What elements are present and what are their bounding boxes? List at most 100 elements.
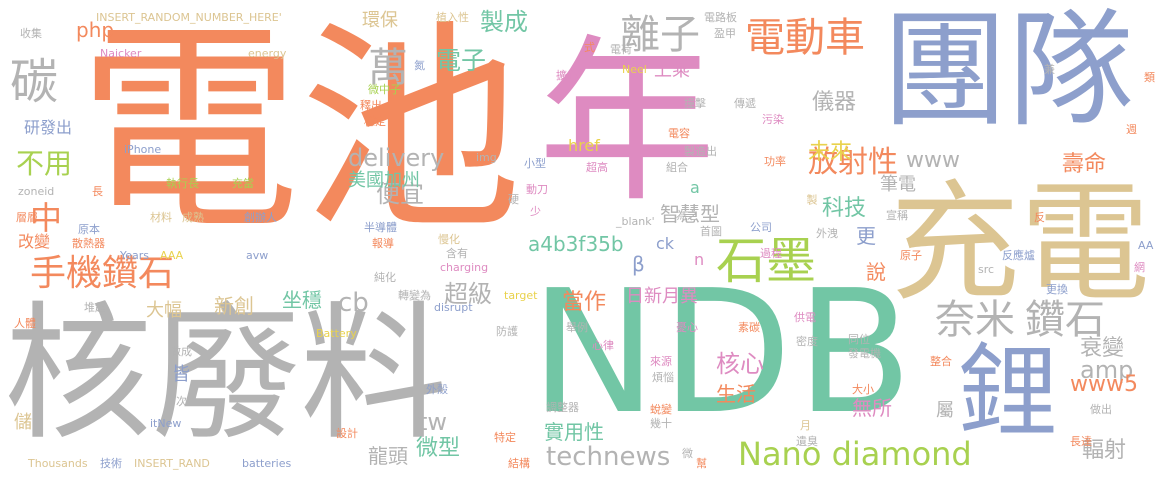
word-tw: tw [418, 408, 448, 436]
word-claim: 宣稱 [886, 209, 908, 222]
word-thousands: Thousands [28, 457, 88, 470]
word-produce: 做成 [170, 345, 192, 358]
word-a4b3f35b: a4b3f35b [528, 232, 624, 256]
word-radioactive: 放射性 [808, 145, 898, 180]
word-core: 核心 [716, 350, 764, 378]
word-future: 未來 [808, 140, 853, 165]
word-material: 材料 [150, 211, 172, 224]
word-power-supply: 供電 [794, 311, 816, 324]
word-nano: 奈米 [935, 297, 1015, 343]
word-ndb: NDB [530, 254, 917, 452]
word-team: 團隊 [882, 0, 1134, 144]
word-header-image: 首圖 [700, 225, 722, 238]
word-cb: cb [338, 288, 369, 318]
word-a: a [690, 178, 700, 197]
word-implantable: 植入性 [436, 11, 469, 24]
word-technews: technews [546, 442, 671, 472]
word-neutrino: 微中子 [368, 83, 401, 96]
word-ck: ck [656, 234, 675, 253]
word-contain: 含有 [446, 247, 468, 260]
word-zoneid: zoneid [18, 185, 55, 198]
word-batteries: batteries [242, 457, 292, 470]
word-delivery: delivery [348, 144, 445, 172]
word-pollution: 污染 [762, 113, 784, 126]
word-turn-into: 轉變為 [398, 289, 431, 302]
word-beta: β [632, 252, 645, 276]
word-carbon: 碳 [10, 54, 59, 110]
word-stable: 穩定 [364, 115, 386, 128]
word-net: 網 [1134, 261, 1145, 274]
word-change: 改變 [18, 232, 51, 251]
word-ever-changing: 日新月異 [626, 286, 698, 307]
word-more: 更 [856, 224, 876, 248]
word-instrument: 儀器 [812, 90, 857, 115]
word-made: 做出 [1090, 403, 1112, 416]
word-diamond: 鑽石 [1025, 297, 1105, 343]
word-graphite: 石墨 [716, 232, 816, 290]
word-iphone: iPhone [124, 143, 162, 156]
word-nitrogen: 氮 [414, 59, 425, 72]
word-concern: 憂心 [676, 321, 698, 334]
word-mature: 成熟 [182, 211, 204, 224]
word-disrupt: disrupt [434, 301, 473, 314]
word-year: 年 [538, 19, 716, 226]
word-ultra-high: 超高 [586, 161, 608, 174]
word-ion: 離子 [620, 12, 700, 58]
word-and: 兼 [1044, 63, 1055, 76]
word-impact: 撞擊 [684, 97, 706, 110]
word-design: 設計 [336, 427, 358, 440]
word-img: img [476, 151, 497, 164]
word-laptop: 筆電 [880, 174, 916, 195]
word-cheap: 便宜 [376, 180, 424, 208]
word-reactor: 反應爐 [1002, 249, 1035, 262]
word-sit-firm: 坐穩 [282, 288, 322, 312]
word-energy: energy [248, 47, 287, 60]
word-significant: 大幅 [146, 300, 182, 321]
word-nano-diamond: Nano diamond [738, 435, 972, 473]
word-month: 月 [800, 419, 811, 432]
word-process: 過程 [760, 247, 782, 260]
word-circuit-board: 電路板 [704, 11, 737, 24]
word-href: href [568, 136, 600, 155]
word-shell: 外殼 [426, 383, 448, 396]
word-ten-thousand: 萬 [368, 45, 408, 91]
word-startup: 新創 [214, 294, 254, 318]
word-ceo: 執行長 [166, 177, 199, 190]
word-life: 生活 [716, 382, 756, 406]
word-release: 釋出 [360, 99, 382, 112]
word-tech: 科技 [822, 196, 867, 221]
word-battery-en: Battery [316, 327, 357, 340]
word-store: 儲 [14, 412, 32, 433]
word-battery: 電池 [78, 2, 522, 260]
word-help: 幫 [696, 457, 707, 470]
word-micro-single: 微 [682, 447, 693, 460]
word-insert-rand: INSERT_RAND [134, 457, 210, 470]
word-itnew: itNew [150, 417, 182, 430]
word-company: 公司 [750, 221, 772, 234]
word-leak: 外洩 [816, 227, 838, 240]
word-metamorphosis: 蛻變 [650, 403, 672, 416]
word-blank: _blank' [616, 215, 655, 228]
word-as: 當作 [562, 290, 607, 315]
word-neel: Neel [622, 63, 647, 76]
word-charging-en: charging [440, 261, 489, 274]
word-structure: 結構 [508, 457, 530, 470]
word-collect: 收集 [20, 27, 42, 40]
word-belong: 屬 [936, 400, 954, 421]
word-decay: 衰變 [1080, 336, 1125, 361]
word-nothing: 無所 [852, 396, 892, 420]
word-say: 說 [866, 260, 886, 284]
word-made-into: 製成 [480, 8, 528, 36]
word-target: target [504, 289, 538, 302]
word-dozens: 幾十 [650, 417, 672, 430]
word-regulator: 調整器 [546, 401, 579, 414]
word-years: Years [120, 249, 150, 262]
word-integrate: 整合 [930, 355, 952, 368]
word-manufacture: 製造出 [684, 145, 717, 158]
word-week: 週 [1126, 123, 1137, 136]
word-no-need: 不用 [16, 147, 73, 180]
word-aaa: AAA [160, 249, 184, 262]
word-source: 來源 [650, 355, 672, 368]
word-make: 製 [805, 194, 818, 205]
